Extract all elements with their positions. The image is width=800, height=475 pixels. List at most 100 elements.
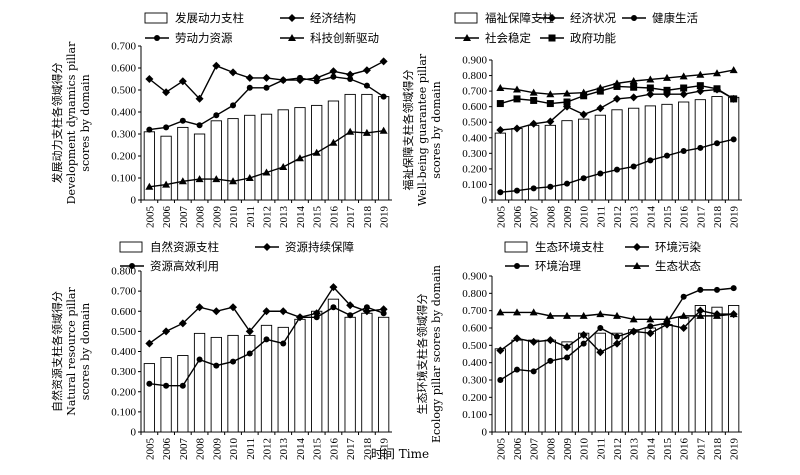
data-point <box>546 336 555 345</box>
legend-marker <box>548 14 556 22</box>
y-tick-label: 0.500 <box>462 117 487 129</box>
legend-item: 发展动力支柱 <box>144 11 244 25</box>
data-point <box>146 380 153 387</box>
x-tick-label: 2014 <box>295 438 307 461</box>
y-axis-title: Natural resource pillar <box>65 287 78 416</box>
data-point <box>546 100 554 108</box>
x-tick-label: 2018 <box>362 206 374 229</box>
legend-marker <box>154 35 160 41</box>
x-tick-label: 2013 <box>278 438 290 461</box>
bar <box>661 324 673 433</box>
x-tick-label: 2007 <box>529 206 541 229</box>
data-point <box>496 308 505 316</box>
legend-swatch <box>144 12 168 24</box>
y-tick-label: 0.300 <box>462 375 487 387</box>
bar <box>694 305 706 433</box>
legend-label: 劳动力资源 <box>175 31 233 45</box>
bar <box>494 348 506 433</box>
data-point <box>697 286 704 293</box>
data-point <box>496 100 504 108</box>
x-tick-label: 2016 <box>679 438 691 461</box>
bar <box>728 305 740 433</box>
data-point <box>530 96 538 104</box>
bar <box>294 107 306 201</box>
bar <box>578 332 590 433</box>
x-tick-label: 2008 <box>195 206 207 229</box>
y-tick-label: 0.600 <box>462 323 487 335</box>
x-tick-label: 2006 <box>512 438 524 461</box>
bar <box>594 332 606 433</box>
y-tick-label: 0.100 <box>462 179 487 191</box>
data-point <box>245 327 254 336</box>
data-point <box>729 310 738 318</box>
legend-marker <box>631 15 637 21</box>
legend-item: 生态状态 <box>625 259 701 273</box>
x-tick-label: 2014 <box>295 206 307 229</box>
y-tick-label: 0.200 <box>111 151 136 163</box>
bar <box>177 126 189 201</box>
bar <box>544 339 556 433</box>
x-tick-label: 2016 <box>328 206 340 229</box>
data-point <box>546 311 555 319</box>
data-point <box>580 92 588 100</box>
legend-marker <box>633 262 641 269</box>
x-tick-label: 2018 <box>712 438 724 461</box>
y-tick-label: 0.800 <box>462 70 487 82</box>
data-point <box>714 286 720 293</box>
y-tick-label: 0.300 <box>462 148 487 160</box>
legend-swatch <box>454 12 478 24</box>
x-tick-label: 2013 <box>629 206 641 229</box>
data-point <box>213 362 220 369</box>
y-tick-label: 0.300 <box>111 129 136 141</box>
data-point <box>329 283 338 292</box>
data-point <box>246 84 253 91</box>
data-point <box>496 84 505 91</box>
data-point <box>514 366 520 373</box>
bar <box>160 357 172 433</box>
data-point <box>329 138 338 146</box>
data-point <box>347 312 354 319</box>
data-point <box>163 124 170 131</box>
legend-label: 健康生活 <box>652 11 698 25</box>
data-point <box>713 85 721 93</box>
data-point <box>663 73 671 81</box>
data-point <box>196 356 203 363</box>
data-point <box>696 82 704 90</box>
data-point <box>663 86 671 94</box>
data-point <box>379 126 388 134</box>
bar <box>628 107 640 201</box>
data-point <box>362 128 371 136</box>
x-tick-label: 2012 <box>612 438 624 460</box>
bar <box>210 120 222 201</box>
legend-item: 健康生活 <box>622 11 698 25</box>
y-tick-label: 0.100 <box>111 173 136 185</box>
data-point <box>212 307 221 316</box>
bar <box>678 317 690 433</box>
data-point <box>630 83 638 91</box>
data-point <box>579 330 588 339</box>
data-point <box>312 148 321 156</box>
x-tick-label: 2006 <box>161 438 173 461</box>
legend-label: 经济状况 <box>570 11 616 25</box>
x-tick-label: 2009 <box>562 438 574 461</box>
data-point <box>647 323 654 330</box>
x-tick-label: 2019 <box>379 206 391 229</box>
legend-label: 资源高效利用 <box>150 259 219 273</box>
data-point <box>262 307 271 316</box>
x-tick-label: 2006 <box>512 206 524 229</box>
data-point <box>680 293 687 300</box>
data-point <box>195 303 204 312</box>
bar <box>277 326 289 433</box>
data-point <box>563 311 571 319</box>
y-tick-label: 0.200 <box>462 163 487 175</box>
data-point <box>162 180 171 188</box>
data-point <box>529 119 538 128</box>
bar <box>561 341 573 433</box>
x-tick-label: 2014 <box>645 206 657 229</box>
data-point <box>245 174 254 181</box>
legend-swatch <box>504 241 528 253</box>
bar <box>628 329 640 433</box>
data-point <box>530 185 537 192</box>
data-point <box>329 67 338 76</box>
data-point <box>145 75 154 83</box>
